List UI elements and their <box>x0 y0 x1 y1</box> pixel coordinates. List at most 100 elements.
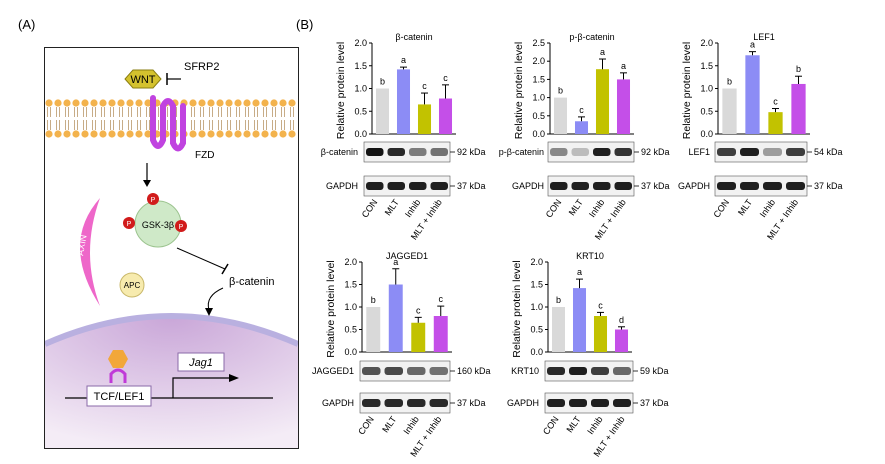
category-label: CON <box>544 197 564 219</box>
y-axis-label: Relative protein level <box>335 42 347 139</box>
y-tick-label: 1.5 <box>530 280 543 290</box>
blot-label: JAGGED1 <box>312 366 354 376</box>
protein-band <box>547 367 565 375</box>
bar-Inhib <box>595 69 610 134</box>
y-tick-label: 2.0 <box>532 56 545 66</box>
ligand-hexagon <box>108 350 128 368</box>
protein-band <box>740 148 759 156</box>
phospho-1 <box>147 193 159 205</box>
protein-band <box>569 367 587 375</box>
y-tick-label: 1.0 <box>344 302 357 312</box>
protein-band <box>407 399 426 407</box>
significance-letter: b <box>380 77 385 87</box>
lipid-head-outer <box>261 99 269 107</box>
category-label: Inhib <box>585 414 604 436</box>
bar-MLT + Inhib <box>614 329 629 352</box>
bar-MLT <box>388 284 403 352</box>
pathway-svg: WNT SFRP2 FZD AXIN GSK-3β P P P APC β-ca… <box>45 61 298 448</box>
bar-Inhib <box>768 112 783 134</box>
protein-band <box>430 182 448 190</box>
y-tick-label: 2.0 <box>344 257 357 267</box>
protein-band <box>740 182 759 190</box>
axin-shape <box>80 198 100 306</box>
nuclear-entry-arrow <box>207 287 224 311</box>
lipid-tail-outer <box>272 107 276 117</box>
tcf-lef1-box <box>86 385 152 407</box>
bar-MLT + Inhib <box>433 316 448 352</box>
phospho-label-3: P <box>179 224 184 231</box>
chart-title: JAGGED1 <box>386 251 428 261</box>
lipid-tail-inner <box>137 120 141 130</box>
significance-letter: a <box>600 47 605 57</box>
panel-a-label: (A) <box>18 17 36 32</box>
protein-band <box>571 182 589 190</box>
lipid-tail-outer <box>245 107 249 117</box>
lipid-tail-inner <box>227 120 231 130</box>
lipid-tail-inner <box>92 120 96 130</box>
category-label: Inhib <box>758 197 777 219</box>
protein-band <box>591 399 609 407</box>
kda-label: 37 kDa <box>641 181 670 191</box>
bar-CON <box>722 88 737 134</box>
bar-MLT <box>745 55 760 134</box>
bar-MLT <box>396 69 411 134</box>
category-label: Inhib <box>401 414 420 436</box>
beta-catenin-label: β-catenin <box>229 276 274 288</box>
protein-band <box>387 182 405 190</box>
y-tick-label: 0.5 <box>344 325 357 335</box>
lipid-tail-inner <box>245 120 249 130</box>
y-tick-label: 0.5 <box>530 325 543 335</box>
lipid-head-outer <box>243 99 251 107</box>
lipid-head-outer <box>279 99 287 107</box>
lipid-head-outer <box>270 99 278 107</box>
protein-band <box>407 367 426 375</box>
protein-band <box>786 182 805 190</box>
lipid-head-inner <box>126 130 134 138</box>
lipid-head-outer <box>45 99 53 107</box>
lipid-tail-outer <box>92 107 96 117</box>
protein-band <box>569 399 587 407</box>
lipid-tail-inner <box>119 120 123 130</box>
significance-letter: c <box>439 294 444 304</box>
protein-band <box>593 148 611 156</box>
significance-letter: b <box>727 77 732 87</box>
lipid-tail-outer <box>263 107 267 117</box>
significance-letter: a <box>577 267 582 277</box>
lipid-head-outer <box>81 99 89 107</box>
y-axis-label: Relative protein level <box>681 42 693 139</box>
kda-label: 37 kDa <box>457 181 486 191</box>
bar-MLT + Inhib <box>791 83 806 134</box>
protein-band <box>430 148 448 156</box>
lipid-head-outer <box>144 99 152 107</box>
y-tick-label: 1.5 <box>344 280 357 290</box>
protein-band <box>429 399 448 407</box>
lipid-head-outer <box>207 99 215 107</box>
lipid-tail-outer <box>56 107 60 117</box>
category-label: CON <box>356 414 376 436</box>
significance-letter: c <box>579 105 584 115</box>
significance-letter: b <box>371 295 376 305</box>
y-tick-label: 1.5 <box>354 61 367 71</box>
category-label: MLT <box>380 414 398 434</box>
lipid-head-inner <box>45 130 53 138</box>
y-tick-label: 1.0 <box>354 84 367 94</box>
chart-title: β-catenin <box>395 32 432 42</box>
protein-band <box>550 148 568 156</box>
nuclear-entry-arrowhead <box>205 308 213 316</box>
protein-band <box>409 182 427 190</box>
lipid-tail-outer <box>146 107 150 117</box>
bar-MLT + Inhib <box>438 98 453 134</box>
y-axis-label: Relative protein level <box>325 260 337 357</box>
lipid-tail-inner <box>200 120 204 130</box>
protein-band <box>717 182 736 190</box>
panel-b-label: (B) <box>296 17 314 32</box>
kda-label: 92 kDa <box>641 147 670 157</box>
nucleus <box>45 316 298 448</box>
lipid-tail-outer <box>218 107 222 117</box>
lipid-head-inner <box>243 130 251 138</box>
bar-CON <box>375 88 390 134</box>
fzd-receptor <box>150 95 186 152</box>
lipid-tail-outer <box>101 107 105 117</box>
y-tick-label: 1.5 <box>700 61 713 71</box>
